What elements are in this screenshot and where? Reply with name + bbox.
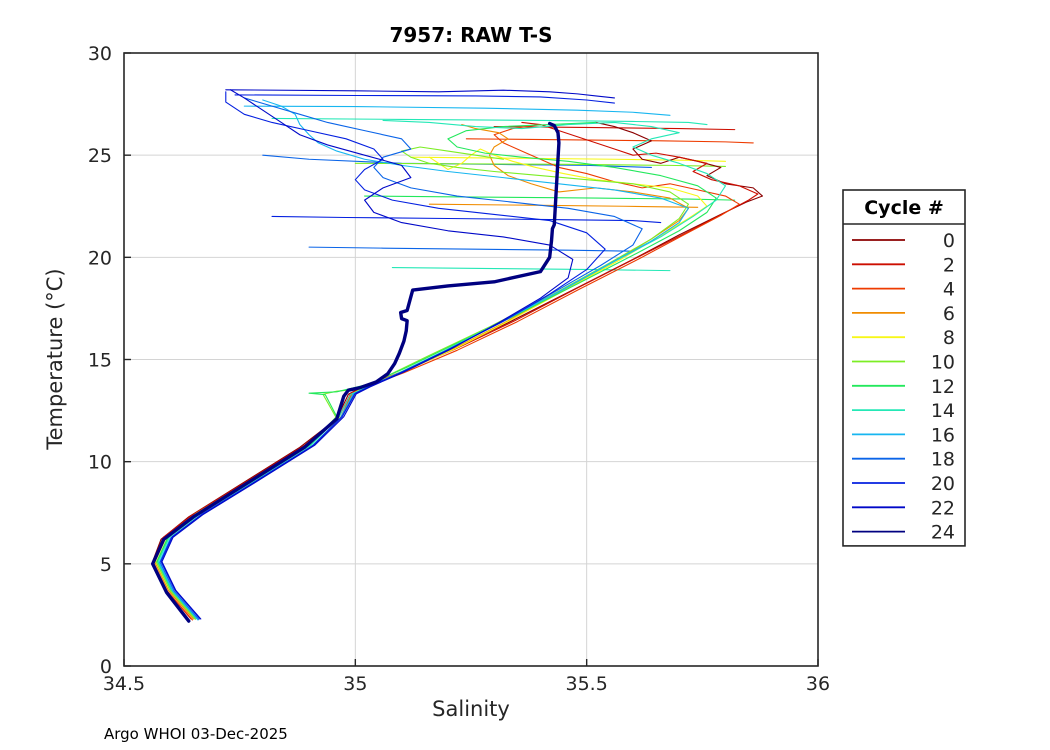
- legend-item-6[interactable]: 6: [852, 303, 955, 325]
- legend-label-8: 8: [943, 327, 955, 349]
- legend-item-16[interactable]: 16: [852, 424, 955, 446]
- legend-label-14: 14: [931, 400, 955, 422]
- legend-label-12: 12: [931, 376, 955, 398]
- legend-item-24[interactable]: 24: [852, 522, 955, 544]
- y-tick-label: 10: [88, 452, 112, 474]
- legend-label-0: 0: [943, 230, 955, 252]
- y-tick-label: 20: [88, 247, 112, 269]
- legend-label-4: 4: [943, 279, 955, 301]
- legend-item-0[interactable]: 0: [852, 230, 955, 252]
- y-tick-label: 25: [88, 145, 112, 167]
- x-tick-label: 34.5: [103, 673, 145, 695]
- x-tick-label: 36: [806, 673, 830, 695]
- x-axis-label: Salinity: [432, 697, 510, 721]
- legend-item-20[interactable]: 20: [852, 473, 955, 495]
- legend-title: Cycle #: [864, 197, 944, 219]
- legend-item-4[interactable]: 4: [852, 279, 955, 301]
- profile-trace: [234, 94, 615, 104]
- legend-label-18: 18: [931, 449, 955, 471]
- y-tick-label: 15: [88, 350, 112, 372]
- profile-trace: [271, 215, 662, 224]
- profile-trace: [391, 267, 671, 272]
- legend-label-24: 24: [931, 522, 955, 544]
- profile-trace: [225, 89, 615, 99]
- profile-trace: [364, 195, 736, 201]
- series-cycle-14: [157, 119, 727, 620]
- series-cycle-0: [151, 121, 764, 622]
- legend-item-12[interactable]: 12: [852, 376, 955, 398]
- profile-trace: [243, 105, 671, 116]
- legend-item-14[interactable]: 14: [852, 400, 955, 422]
- series-cycle-22: [161, 89, 574, 620]
- profile-trace: [354, 162, 727, 167]
- legend-label-20: 20: [931, 473, 955, 495]
- y-tick-label: 0: [100, 656, 112, 678]
- legend-item-8[interactable]: 8: [852, 327, 955, 349]
- footer-annotation: Argo WHOI 03-Dec-2025: [104, 725, 288, 743]
- profile-trace: [428, 203, 699, 208]
- series-cycle-2: [152, 121, 759, 620]
- x-tick-label: 35.5: [566, 673, 608, 695]
- profile-trace: [465, 138, 754, 144]
- legend-item-10[interactable]: 10: [852, 352, 955, 374]
- legend-label-22: 22: [931, 497, 955, 519]
- legend-box: [842, 189, 966, 547]
- legend-label-10: 10: [931, 352, 955, 374]
- legend-item-18[interactable]: 18: [852, 449, 955, 471]
- x-tick-label: 35: [343, 673, 367, 695]
- series-cycle-20: [160, 91, 606, 620]
- y-axis-ticks: 0 5 10 15 20 25 30: [88, 43, 131, 678]
- legend-label-16: 16: [931, 424, 955, 446]
- legend-label-6: 6: [943, 303, 955, 325]
- profile-trace: [410, 156, 727, 162]
- y-tick-label: 5: [100, 554, 112, 576]
- legend-item-2[interactable]: 2: [852, 254, 955, 276]
- legend-label-2: 2: [943, 254, 955, 276]
- y-axis-label: Temperature (°C): [43, 268, 67, 450]
- data-series-group: [150, 89, 764, 623]
- chart-title: 7957: RAW T-S: [389, 23, 552, 47]
- profile-trace: [308, 246, 634, 252]
- series-cycle-24-highlight: [150, 121, 561, 623]
- y-tick-label: 30: [88, 43, 112, 65]
- x-axis-ticks: 34.5 35 35.5 36: [103, 659, 830, 695]
- profile-trace: [271, 117, 708, 126]
- legend-item-22[interactable]: 22: [852, 497, 955, 519]
- gridlines: [124, 53, 818, 666]
